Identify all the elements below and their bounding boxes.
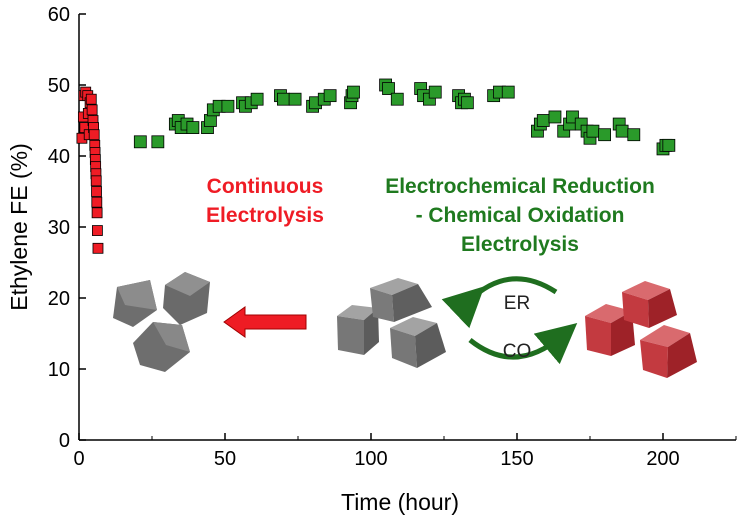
- data-point: [428, 85, 442, 99]
- data-point: [85, 93, 97, 105]
- gray-cubes-illustration: [337, 278, 446, 368]
- data-point: [221, 99, 235, 113]
- data-point: [586, 124, 600, 138]
- annotation-continuous-line2: Electrolysis: [206, 204, 324, 227]
- data-point: [91, 225, 103, 236]
- y-tick-label: 60: [48, 4, 70, 26]
- data-point: [91, 186, 102, 197]
- gray-cube: [337, 305, 379, 355]
- degraded-particles-illustration: [113, 272, 210, 372]
- y-tick-label: 50: [48, 75, 70, 97]
- data-point: [662, 138, 676, 152]
- gray-particle: [133, 322, 190, 372]
- x-tick-label: 0: [73, 448, 84, 470]
- cycle-label-co: CO: [503, 341, 532, 362]
- data-point: [288, 92, 302, 106]
- red-cubes-illustration: [585, 281, 697, 378]
- y-tick-label: 0: [59, 430, 70, 452]
- x-tick-label: 200: [646, 448, 679, 470]
- data-point: [276, 92, 290, 106]
- y-tick-label: 40: [48, 146, 70, 168]
- data-point: [548, 110, 562, 124]
- data-point: [203, 114, 217, 127]
- data-point: [615, 124, 629, 138]
- gray-particle: [163, 272, 210, 325]
- data-point: [347, 85, 360, 99]
- data-point: [536, 114, 550, 127]
- data-point: [598, 128, 611, 142]
- data-point: [91, 207, 103, 219]
- cycle-arrow-top: [441, 276, 558, 329]
- data-point: [133, 135, 147, 149]
- red-arrow-left: [223, 306, 307, 338]
- data-point: [88, 129, 100, 141]
- data-point: [250, 92, 264, 106]
- y-tick-label: 20: [48, 288, 70, 310]
- er-co-cycle: ER CO: [441, 276, 578, 365]
- y-tick-label: 30: [48, 217, 70, 239]
- series-continuous-electrolysis: [76, 86, 104, 254]
- data-point: [390, 92, 404, 106]
- axis-ticks: [78, 13, 737, 441]
- data-point: [382, 82, 395, 95]
- annotation-ercd-line2: - Chemical Oxidation: [416, 204, 625, 227]
- data-point: [627, 128, 641, 142]
- x-axis-title: Time (hour): [341, 489, 459, 515]
- data-point: [460, 96, 474, 110]
- annotation-ercd-line1: Electrochemical Reduction: [385, 175, 655, 198]
- data-point: [90, 175, 102, 187]
- cycle-label-er: ER: [504, 293, 530, 314]
- data-point: [501, 85, 515, 99]
- cycle-arrow-bottom: [468, 323, 578, 365]
- gray-cube: [390, 317, 446, 368]
- y-tick-label: 10: [48, 359, 70, 381]
- red-cube: [622, 281, 677, 328]
- annotation-continuous-line1: Continuous: [207, 175, 324, 198]
- x-tick-label: 150: [500, 448, 533, 470]
- annotation-ercd-line3: Electrolysis: [461, 233, 579, 256]
- red-cube: [640, 325, 697, 378]
- gray-cube: [370, 278, 432, 322]
- data-point: [92, 242, 104, 254]
- x-tick-label: 100: [354, 448, 387, 470]
- data-point: [186, 121, 200, 134]
- data-point: [91, 196, 103, 208]
- gray-particle: [113, 280, 157, 327]
- data-point: [323, 89, 337, 103]
- axis-tick-labels: 0 50 100 150 200 0 10 20 30 40 50 60: [48, 4, 680, 470]
- data-point: [86, 104, 98, 116]
- data-point: [151, 135, 165, 149]
- y-axis-title: Ethylene FE (%): [6, 143, 32, 310]
- x-tick-label: 50: [214, 448, 236, 470]
- series-er-co-electrolysis: [133, 78, 676, 156]
- red-cube: [585, 304, 635, 356]
